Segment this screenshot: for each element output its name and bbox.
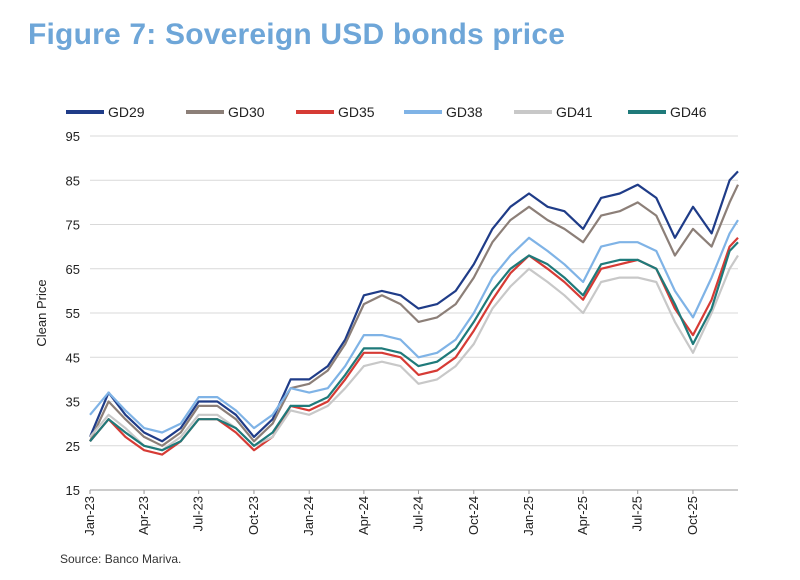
legend-label-gd30: GD30 bbox=[228, 104, 265, 120]
series-lines bbox=[88, 170, 739, 456]
series-line-gd41 bbox=[89, 254, 739, 452]
x-tick-label: Jul-24 bbox=[411, 496, 426, 531]
x-tick-label: Jul-25 bbox=[630, 496, 645, 531]
series-line-gd30 bbox=[89, 184, 739, 447]
legend-label-gd35: GD35 bbox=[338, 104, 375, 120]
legend: GD29 GD30 GD35 GD38 GD41 GD46 bbox=[66, 104, 707, 120]
legend-label-gd46: GD46 bbox=[670, 104, 707, 120]
x-axis: Jan-23 Apr-23 Jul-23 Oct-23 Jan-24 Apr-24 Jul-… bbox=[82, 490, 700, 536]
x-tick-label: Apr-24 bbox=[356, 496, 371, 535]
x-tick-label: Jul-23 bbox=[191, 496, 206, 531]
x-tick-label: Apr-25 bbox=[575, 496, 590, 535]
y-tick-label: 45 bbox=[66, 350, 80, 365]
y-tick-label: 15 bbox=[66, 483, 80, 498]
y-axis-label: Clean Price bbox=[34, 279, 49, 346]
x-tick-label: Oct-25 bbox=[685, 496, 700, 535]
page-title: Figure 7: Sovereign USD bonds price bbox=[28, 18, 566, 51]
y-tick-label: 55 bbox=[66, 306, 80, 321]
y-tick-label: 95 bbox=[66, 129, 80, 144]
y-tick-label: 85 bbox=[66, 173, 80, 188]
x-tick-label: Jan-23 bbox=[82, 496, 97, 536]
x-tick-label: Oct-23 bbox=[246, 496, 261, 535]
source-note: Source: Banco Mariva. bbox=[60, 552, 182, 566]
x-tick-label: Jan-25 bbox=[521, 496, 536, 536]
legend-label-gd29: GD29 bbox=[108, 104, 145, 120]
legend-label-gd41: GD41 bbox=[556, 104, 593, 120]
legend-label-gd38: GD38 bbox=[446, 104, 483, 120]
x-tick-label: Oct-24 bbox=[466, 496, 481, 535]
y-tick-label: 25 bbox=[66, 439, 80, 454]
y-tick-label: 75 bbox=[66, 218, 80, 233]
y-axis: 15 25 35 45 55 65 75 85 95 bbox=[66, 129, 80, 498]
series-line-gd38 bbox=[89, 219, 739, 434]
y-tick-label: 35 bbox=[66, 395, 80, 410]
series-line-gd29 bbox=[88, 170, 739, 443]
gridlines bbox=[90, 135, 738, 447]
y-tick-label: 65 bbox=[66, 262, 80, 277]
x-tick-label: Apr-23 bbox=[136, 496, 151, 535]
series-line-gd46 bbox=[89, 241, 739, 452]
x-tick-label: Jan-24 bbox=[301, 496, 316, 536]
